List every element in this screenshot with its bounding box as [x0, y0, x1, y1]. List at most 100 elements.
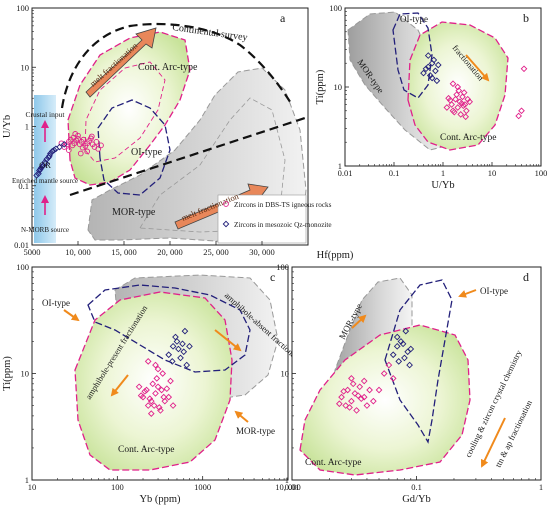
panel-d-point-dbs-ts	[349, 380, 357, 388]
panel-c-point-qz-monozite	[173, 338, 181, 345]
panel-d-xlabel: Gd/Yb	[402, 494, 431, 505]
panel-b-points	[420, 52, 528, 121]
panel-c-point-qz-monozite	[180, 348, 188, 356]
panel-a-axes: 5000 10, 000 15, 000 20, 000 25, 000 30, 000 0…	[2, 3, 354, 261]
panel-c-point-dbs-ts	[158, 386, 165, 394]
panel-d-oi-arrow	[458, 289, 477, 298]
panel-a-point-qz-monozite	[60, 140, 68, 148]
panel-b-point-dbs-ts	[459, 102, 467, 110]
panel-b-point-dbs-ts	[443, 104, 451, 111]
panel-a-ytick-label: 1	[25, 122, 29, 132]
panel-d-point-dbs-ts	[344, 386, 352, 394]
panel-c-point-dbs-ts	[149, 380, 157, 388]
panel-c-point-qz-monozite	[181, 327, 189, 335]
panel-c-mor-arrow	[234, 410, 249, 423]
panel-d-letter: d	[523, 270, 529, 284]
panel-c-point-dbs-ts	[137, 392, 145, 399]
panel-c-xtick-label: 10	[28, 482, 37, 492]
panel-d-point-dbs-ts	[354, 392, 362, 399]
panel-d-xtick-label: 0.01	[285, 482, 300, 492]
panel-b-point-dbs-ts	[460, 89, 468, 96]
panel-c-point-dbs-ts	[141, 388, 149, 395]
panel-b-point-dbs-ts	[454, 104, 462, 111]
panel-a-point-dbs-ts	[65, 147, 72, 153]
panel-b-point-dbs-ts	[449, 80, 457, 88]
panel-b-point-dbs-ts	[448, 101, 455, 108]
panel-c-point-qz-monozite	[186, 342, 193, 350]
panel-d-point-qz-monozite	[395, 358, 403, 365]
panel-a-label-enriched: Enriched mantle source	[12, 177, 78, 185]
panel-c-point-qz-monozite	[169, 342, 177, 350]
panel-a-point-dbs-ts	[84, 148, 91, 155]
panel-b-label-oi: OI-type	[400, 14, 428, 24]
panel-a-legend-marker-qz-monozite	[222, 220, 230, 228]
panel-a-label-oi: OI-type	[131, 147, 163, 158]
panel-b-xlabel: U/Yb	[431, 180, 454, 191]
panel-a-legend-label-qz-monozite: Zircons in mesozoic Qz-monozite	[234, 221, 332, 229]
panel-c-point-dbs-ts	[167, 377, 174, 385]
panel-d-arc-field	[299, 324, 471, 476]
panel-c-point-dbs-ts	[144, 402, 152, 409]
panel-d-mor-arrow	[351, 314, 367, 329]
panel-c-point-dbs-ts	[163, 385, 171, 393]
panel-c-label-cont-arc: Cont. Arc-type	[118, 445, 174, 455]
panel-d-points	[335, 327, 415, 414]
panel-b-xtick-label: 100	[535, 168, 548, 178]
panel-c-arc-field	[74, 291, 233, 471]
panel-b-point-qz-monozite	[428, 74, 436, 82]
panel-a-arc-inner	[84, 61, 166, 163]
panel-d-ytick-label: 100	[276, 262, 289, 272]
panel-b-point-qz-monozite	[430, 56, 438, 64]
panel-b-point-dbs-ts	[445, 94, 452, 102]
panel-a-melt-arrow-upper	[85, 27, 157, 98]
panel-d-point-dbs-ts	[353, 407, 360, 414]
panel-c-ytick-label: 1	[25, 475, 29, 485]
panel-b-point-dbs-ts	[453, 91, 460, 98]
panel-a-point-dbs-ts	[95, 145, 102, 152]
panel-b-point-dbs-ts	[518, 107, 525, 115]
panel-a-point-dbs-ts	[88, 133, 95, 140]
panel-a-point-dbs-ts	[93, 139, 100, 145]
panel-b-ytick-label: 1	[338, 161, 342, 171]
panel-a-letter: a	[280, 11, 286, 25]
panel-b-xtick-label: 0.01	[338, 168, 353, 178]
panel-d-point-qz-monozite	[389, 351, 397, 359]
panel-d-point-dbs-ts	[369, 397, 377, 405]
panel-c-point-dbs-ts	[153, 375, 161, 382]
panel-a-point-dbs-ts	[79, 144, 86, 151]
panel-a-xtick-label: 10, 000	[65, 247, 91, 257]
panel-b-point-qz-monozite	[422, 65, 430, 73]
panel-a-points	[33, 131, 104, 179]
panel-c-point-dbs-ts	[147, 410, 155, 417]
panel-c-oi-arrow	[63, 309, 80, 322]
panel-a-point-dbs-ts	[71, 140, 78, 147]
panel-b-point-qz-monozite	[420, 69, 427, 77]
panel-b-point-dbs-ts	[452, 95, 459, 103]
panel-c-point-qz-monozite	[165, 351, 173, 359]
panel-a-point-qz-monozite	[56, 143, 63, 151]
panel-c-point-dbs-ts	[152, 361, 159, 369]
panel-c-ytick-label: 100	[16, 262, 29, 272]
panel-d-point-qz-monozite	[401, 354, 408, 362]
panel-b-ytick-label: 10	[334, 82, 343, 92]
panel-b-point-dbs-ts	[458, 100, 465, 107]
panel-d-point-dbs-ts	[340, 388, 348, 395]
panel-c-point-dbs-ts	[161, 397, 169, 405]
panel-a-xlabel: Hf(ppm)	[317, 250, 354, 261]
panel-d-point-qz-monozite	[407, 345, 415, 353]
panel-c-point-qz-monozite	[183, 361, 191, 369]
panel-d-axes: 0.01 0.1 1 1 10 100 d Gd/Yb	[276, 262, 543, 505]
panel-c: OI-type amphibole-absent fractionationamp…	[2, 262, 309, 505]
panel-d-point-dbs-ts	[335, 400, 343, 408]
panel-b-point-qz-monozite	[434, 61, 442, 69]
panel-c-point-qz-monozite	[175, 345, 182, 353]
panel-d-label-cont-arc: Cont. Arc-type	[305, 458, 361, 468]
panel-b-point-dbs-ts	[459, 93, 466, 101]
panel-b-point-qz-monozite	[426, 72, 434, 79]
panel-a-point-dbs-ts	[72, 131, 79, 137]
panel-b-axes: 0.01 0.1 1 10 100 1 10 100 b U/Yb Ti(ppm)	[315, 3, 547, 191]
panel-b-point-qz-monozite	[432, 67, 439, 75]
panel-d-point-dbs-ts	[357, 395, 365, 403]
panel-d-point-dbs-ts	[338, 393, 345, 401]
